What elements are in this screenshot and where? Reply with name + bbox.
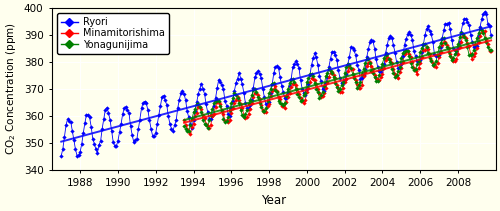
Legend: Ryori, Minamitorishima, Yonagunijima: Ryori, Minamitorishima, Yonagunijima	[56, 13, 168, 54]
X-axis label: Year: Year	[262, 194, 286, 207]
Y-axis label: CO$_2$ Concentration (ppm): CO$_2$ Concentration (ppm)	[4, 23, 18, 156]
